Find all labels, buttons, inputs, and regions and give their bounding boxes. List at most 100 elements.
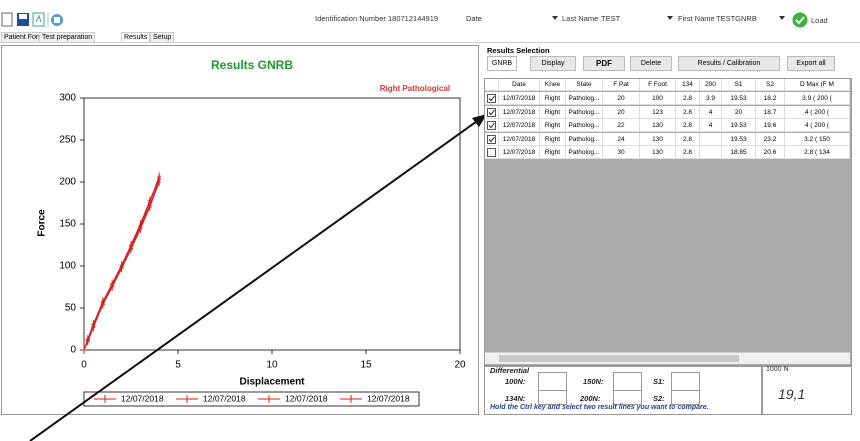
diff-label: 134N: — [505, 394, 526, 403]
y-tick-label: 300 — [59, 93, 76, 104]
header-cell: S2 — [756, 79, 785, 91]
diff-input[interactable] — [671, 372, 700, 391]
table-cell[interactable]: 18.85 — [722, 146, 756, 159]
legend-label: 12/07/2018 — [121, 393, 164, 403]
header-cell: 200 — [700, 79, 722, 91]
row-checkbox[interactable] — [485, 119, 499, 132]
last-name-value[interactable]: TEST — [601, 14, 621, 23]
table-cell[interactable]: 130 — [640, 146, 676, 159]
date-field[interactable] — [490, 12, 550, 24]
diff-input[interactable] — [613, 372, 642, 391]
row-checkbox[interactable] — [485, 146, 499, 159]
table-cell[interactable]: 130 — [640, 132, 676, 146]
button[interactable]: Results / Calibration — [678, 56, 780, 71]
table-cell[interactable]: 2.8 ( 134 — [785, 146, 850, 159]
diff-label: S1: — [653, 377, 665, 386]
button[interactable]: Display — [530, 56, 576, 71]
table-cell[interactable]: Patholog... — [566, 105, 603, 119]
button[interactable]: GNRB — [487, 56, 517, 71]
h-scrollbar[interactable] — [485, 352, 850, 364]
header-cell: State — [566, 79, 603, 91]
table-cell[interactable]: 12/07/2018 — [499, 132, 540, 146]
y-tick-label: 250 — [59, 135, 76, 146]
diff-input[interactable] — [538, 390, 567, 405]
checkbox[interactable] — [487, 134, 496, 144]
table-cell[interactable]: 3.2 ( 150 — [785, 132, 850, 146]
table-cell[interactable]: 19.53 — [722, 119, 756, 132]
diff-input[interactable] — [671, 390, 700, 405]
row-checkbox[interactable] — [485, 105, 499, 119]
y-axis-title: Force — [37, 209, 48, 237]
table-cell[interactable]: 24 — [603, 132, 640, 146]
checkbox[interactable] — [487, 107, 496, 117]
table-cell[interactable]: Right — [540, 119, 566, 132]
checkbox[interactable] — [487, 148, 496, 157]
tab[interactable]: Test preparation — [39, 32, 96, 43]
table-cell[interactable]: 4 — [700, 119, 722, 132]
table-cell[interactable]: Right — [540, 146, 566, 159]
dropdown-arrow[interactable] — [778, 15, 786, 21]
table-cell[interactable]: 4 ( 200 ( — [785, 119, 850, 132]
button[interactable]: Delete — [630, 56, 672, 71]
table-cell[interactable]: Patholog... — [566, 132, 603, 146]
table-cell[interactable]: 19.6 — [756, 119, 785, 132]
toolbar-icons[interactable] — [0, 10, 70, 30]
tab[interactable]: Setup — [150, 32, 175, 43]
button[interactable]: PDF — [583, 56, 625, 71]
table-cell[interactable]: 3.9 ( 200 ( — [785, 92, 850, 105]
table-cell[interactable]: Right — [540, 132, 566, 146]
table-cell[interactable]: 2.8 — [676, 92, 700, 105]
tab-active[interactable]: Results — [121, 32, 151, 43]
table-cell[interactable]: 2.8 — [676, 105, 700, 119]
table-cell[interactable] — [700, 132, 722, 146]
checkbox[interactable] — [487, 121, 496, 130]
table-cell[interactable]: 100 — [640, 92, 676, 105]
load-icon[interactable] — [792, 12, 808, 28]
table-cell[interactable]: 18.7 — [756, 105, 785, 119]
table-cell[interactable]: 123 — [640, 105, 676, 119]
button[interactable]: Export all — [787, 56, 835, 71]
first-name-value[interactable]: TESTGNRB — [716, 14, 757, 23]
table-cell[interactable]: Right — [540, 92, 566, 105]
table-cell[interactable]: 12/07/2018 — [499, 146, 540, 159]
x-tick-label: 5 — [175, 360, 181, 371]
table-cell[interactable]: Patholog... — [566, 146, 603, 159]
row-checkbox[interactable] — [485, 92, 499, 105]
dropdown-arrow[interactable] — [666, 15, 674, 21]
table-cell[interactable]: 18.2 — [756, 92, 785, 105]
table-cell[interactable]: 130 — [640, 119, 676, 132]
table-cell[interactable] — [700, 146, 722, 159]
table-cell[interactable]: 20 — [603, 92, 640, 105]
id-label: Identification Number — [315, 14, 386, 23]
table-cell[interactable]: 12/07/2018 — [499, 119, 540, 132]
y-tick-label: 200 — [59, 177, 76, 188]
checkbox[interactable] — [487, 94, 496, 103]
table-cell[interactable]: Right — [540, 105, 566, 119]
table-cell[interactable]: 4 — [700, 105, 722, 119]
table-cell[interactable]: Patholog... — [566, 119, 603, 132]
table-cell[interactable]: 4 ( 200 ( — [785, 105, 850, 119]
table-cell[interactable]: 23.2 — [756, 132, 785, 146]
table-cell[interactable]: 19.53 — [722, 92, 756, 105]
table-cell[interactable]: 12/07/2018 — [499, 92, 540, 105]
table-cell[interactable]: 2.8 — [676, 132, 700, 146]
y-tick-label: 50 — [65, 303, 77, 314]
table-cell[interactable]: 12/07/2018 — [499, 105, 540, 119]
dropdown-arrow[interactable] — [551, 15, 559, 21]
table-cell[interactable]: 22 — [603, 119, 640, 132]
table-cell[interactable]: 20 — [603, 105, 640, 119]
table-cell[interactable]: 2.8 — [676, 119, 700, 132]
diff-input[interactable] — [538, 372, 567, 391]
header-cell: Knee — [540, 79, 566, 91]
table-cell[interactable]: Patholog... — [566, 92, 603, 105]
load-button[interactable]: Load — [811, 16, 828, 25]
table-cell[interactable]: 30 — [603, 146, 640, 159]
table-cell[interactable]: 2.8 — [676, 146, 700, 159]
table-cell[interactable]: 20 — [722, 105, 756, 119]
diff-label: 200N: — [580, 394, 601, 403]
table-cell[interactable]: 20.6 — [756, 146, 785, 159]
row-checkbox[interactable] — [485, 132, 499, 146]
diff-input[interactable] — [613, 390, 642, 405]
table-cell[interactable]: 3.9 — [700, 92, 722, 105]
table-cell[interactable]: 19.53 — [722, 132, 756, 146]
